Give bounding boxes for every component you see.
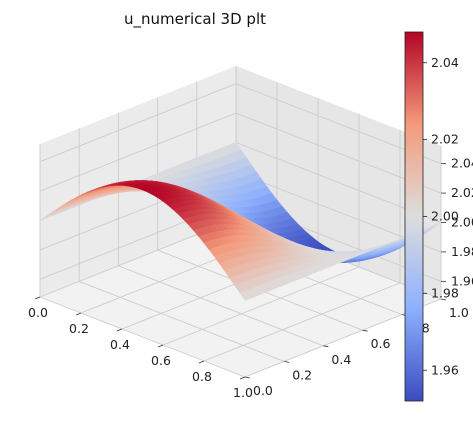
y-tick (244, 376, 251, 379)
surface-mesh (39, 142, 442, 301)
x-tick-label: 0.4 (110, 337, 130, 352)
x-tick-label: 0.0 (28, 305, 48, 320)
x-tick-label: 0.6 (151, 353, 171, 368)
grid-line-y (118, 265, 324, 347)
x-tick-label: 0.8 (192, 369, 212, 384)
y-tick-label: 0.6 (371, 336, 391, 351)
colorbar-tick-label: 1.96 (431, 362, 459, 377)
grid-line-x (162, 266, 360, 346)
x-tick (198, 360, 205, 364)
grid-line-y (39, 296, 246, 378)
colorbar-gradient (404, 31, 424, 402)
axis-ticks: 0.00.20.40.60.81.00.00.20.40.60.81.01.96… (28, 156, 473, 400)
y-tick (323, 345, 329, 348)
y-tick-label: 0.0 (253, 383, 273, 398)
colorbar-tick-label: 2.02 (431, 132, 459, 147)
y-tick-label: 1.0 (449, 305, 469, 320)
x-tick-label: 0.2 (69, 321, 89, 336)
z-tick-label: 1.96 (451, 273, 473, 288)
grid-line-y (79, 280, 285, 362)
x-tick-label: 1.0 (233, 385, 253, 400)
x-tick (239, 376, 246, 380)
x-tick (157, 344, 164, 348)
surface-patch (239, 290, 251, 301)
colorbar: 1.96 1.98 2.00 2.02 2.04 (404, 31, 459, 402)
floor-pane (40, 219, 441, 377)
z-tick-label: 2.02 (451, 185, 473, 200)
grid-line-z (39, 112, 237, 192)
colorbar-tick-label: 1.98 (431, 285, 459, 300)
x-tick (34, 296, 41, 300)
z-tick-label: 2.04 (451, 156, 473, 171)
z-tick-label: 2.00 (451, 215, 473, 230)
y-tick (440, 298, 447, 301)
x-tick (75, 312, 82, 316)
y-tick (284, 361, 290, 363)
y-tick (362, 329, 368, 332)
colorbar-tick-label: 2.00 (431, 209, 459, 224)
grid-line-z (39, 83, 237, 163)
grid-line-x (203, 282, 401, 362)
x-tick (116, 328, 123, 332)
chart-title: u_numerical 3D plt (124, 10, 266, 29)
z-tick-label: 1.98 (451, 244, 473, 259)
y-tick-label: 0.4 (331, 352, 351, 367)
y-tick-label: 0.2 (292, 367, 312, 382)
colorbar-tick-label: 2.04 (431, 55, 459, 70)
